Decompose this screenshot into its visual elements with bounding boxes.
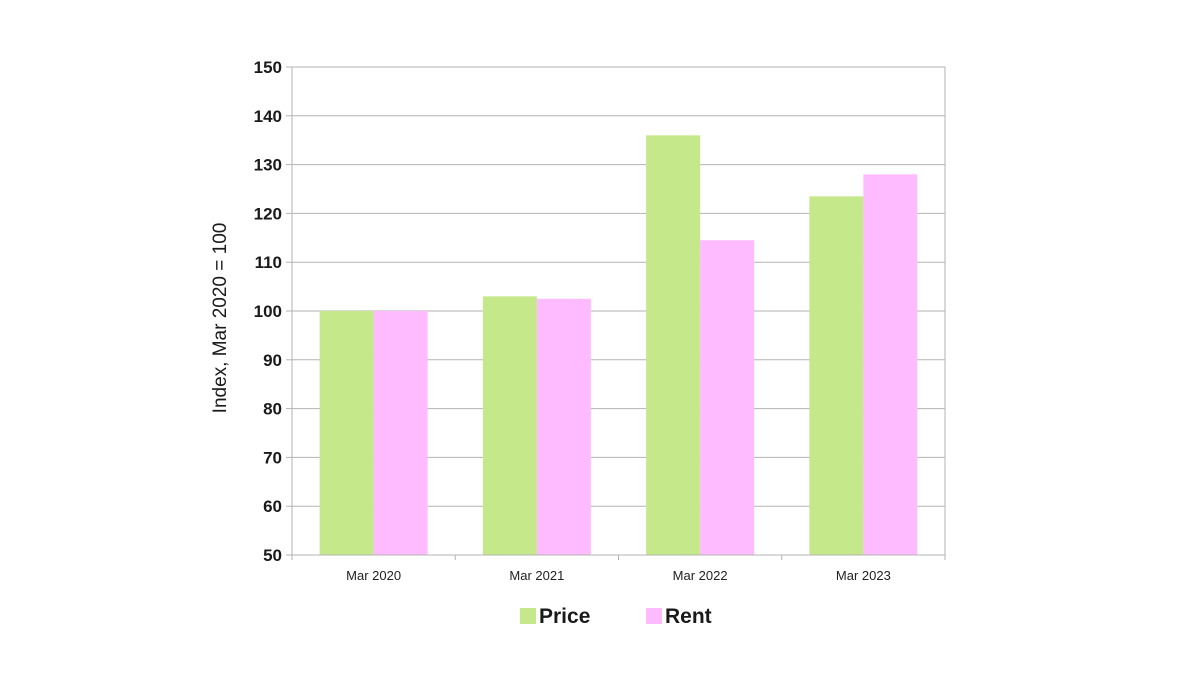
- legend-swatch-price: [520, 608, 536, 624]
- y-tick-label: 130: [254, 156, 282, 175]
- y-tick-label: 110: [255, 253, 282, 272]
- bar-rent-1: [536, 298, 591, 555]
- x-tick-label: Mar 2022: [673, 568, 728, 583]
- legend-swatch-rent: [646, 608, 662, 624]
- y-tick-label: 50: [263, 546, 282, 565]
- y-tick-label: 90: [263, 351, 282, 370]
- y-tick-label: 70: [263, 448, 282, 467]
- y-tick-label: 80: [263, 400, 282, 419]
- x-tick-label: Mar 2020: [346, 568, 401, 583]
- axes: [286, 66, 946, 560]
- bar-rent-0: [373, 311, 428, 555]
- legend-label-rent: Rent: [665, 605, 712, 628]
- bar-price-0: [319, 311, 374, 555]
- legend: Price Rent: [520, 605, 712, 628]
- y-tick-label: 100: [254, 302, 282, 321]
- x-tick-label: Mar 2021: [509, 568, 564, 583]
- bar-rent-3: [863, 174, 918, 556]
- bar-price-1: [482, 296, 537, 555]
- y-tick-labels: 50 60 70 80 90 100 110 120 130 140 150: [254, 58, 282, 565]
- y-axis-label: Index, Mar 2020 = 100: [210, 223, 231, 414]
- bar-price-2: [646, 135, 701, 555]
- bars: [319, 135, 918, 556]
- bar-price-3: [809, 196, 864, 555]
- legend-label-price: Price: [539, 605, 590, 628]
- bar-rent-2: [700, 240, 755, 556]
- y-tick-label: 120: [254, 204, 282, 223]
- y-tick-label: 140: [254, 107, 282, 126]
- y-tick-label: 150: [254, 58, 282, 77]
- y-tick-label: 60: [263, 497, 282, 516]
- x-tick-labels: Mar 2020 Mar 2021 Mar 2022 Mar 2023: [346, 568, 891, 583]
- x-tick-label: Mar 2023: [836, 568, 891, 583]
